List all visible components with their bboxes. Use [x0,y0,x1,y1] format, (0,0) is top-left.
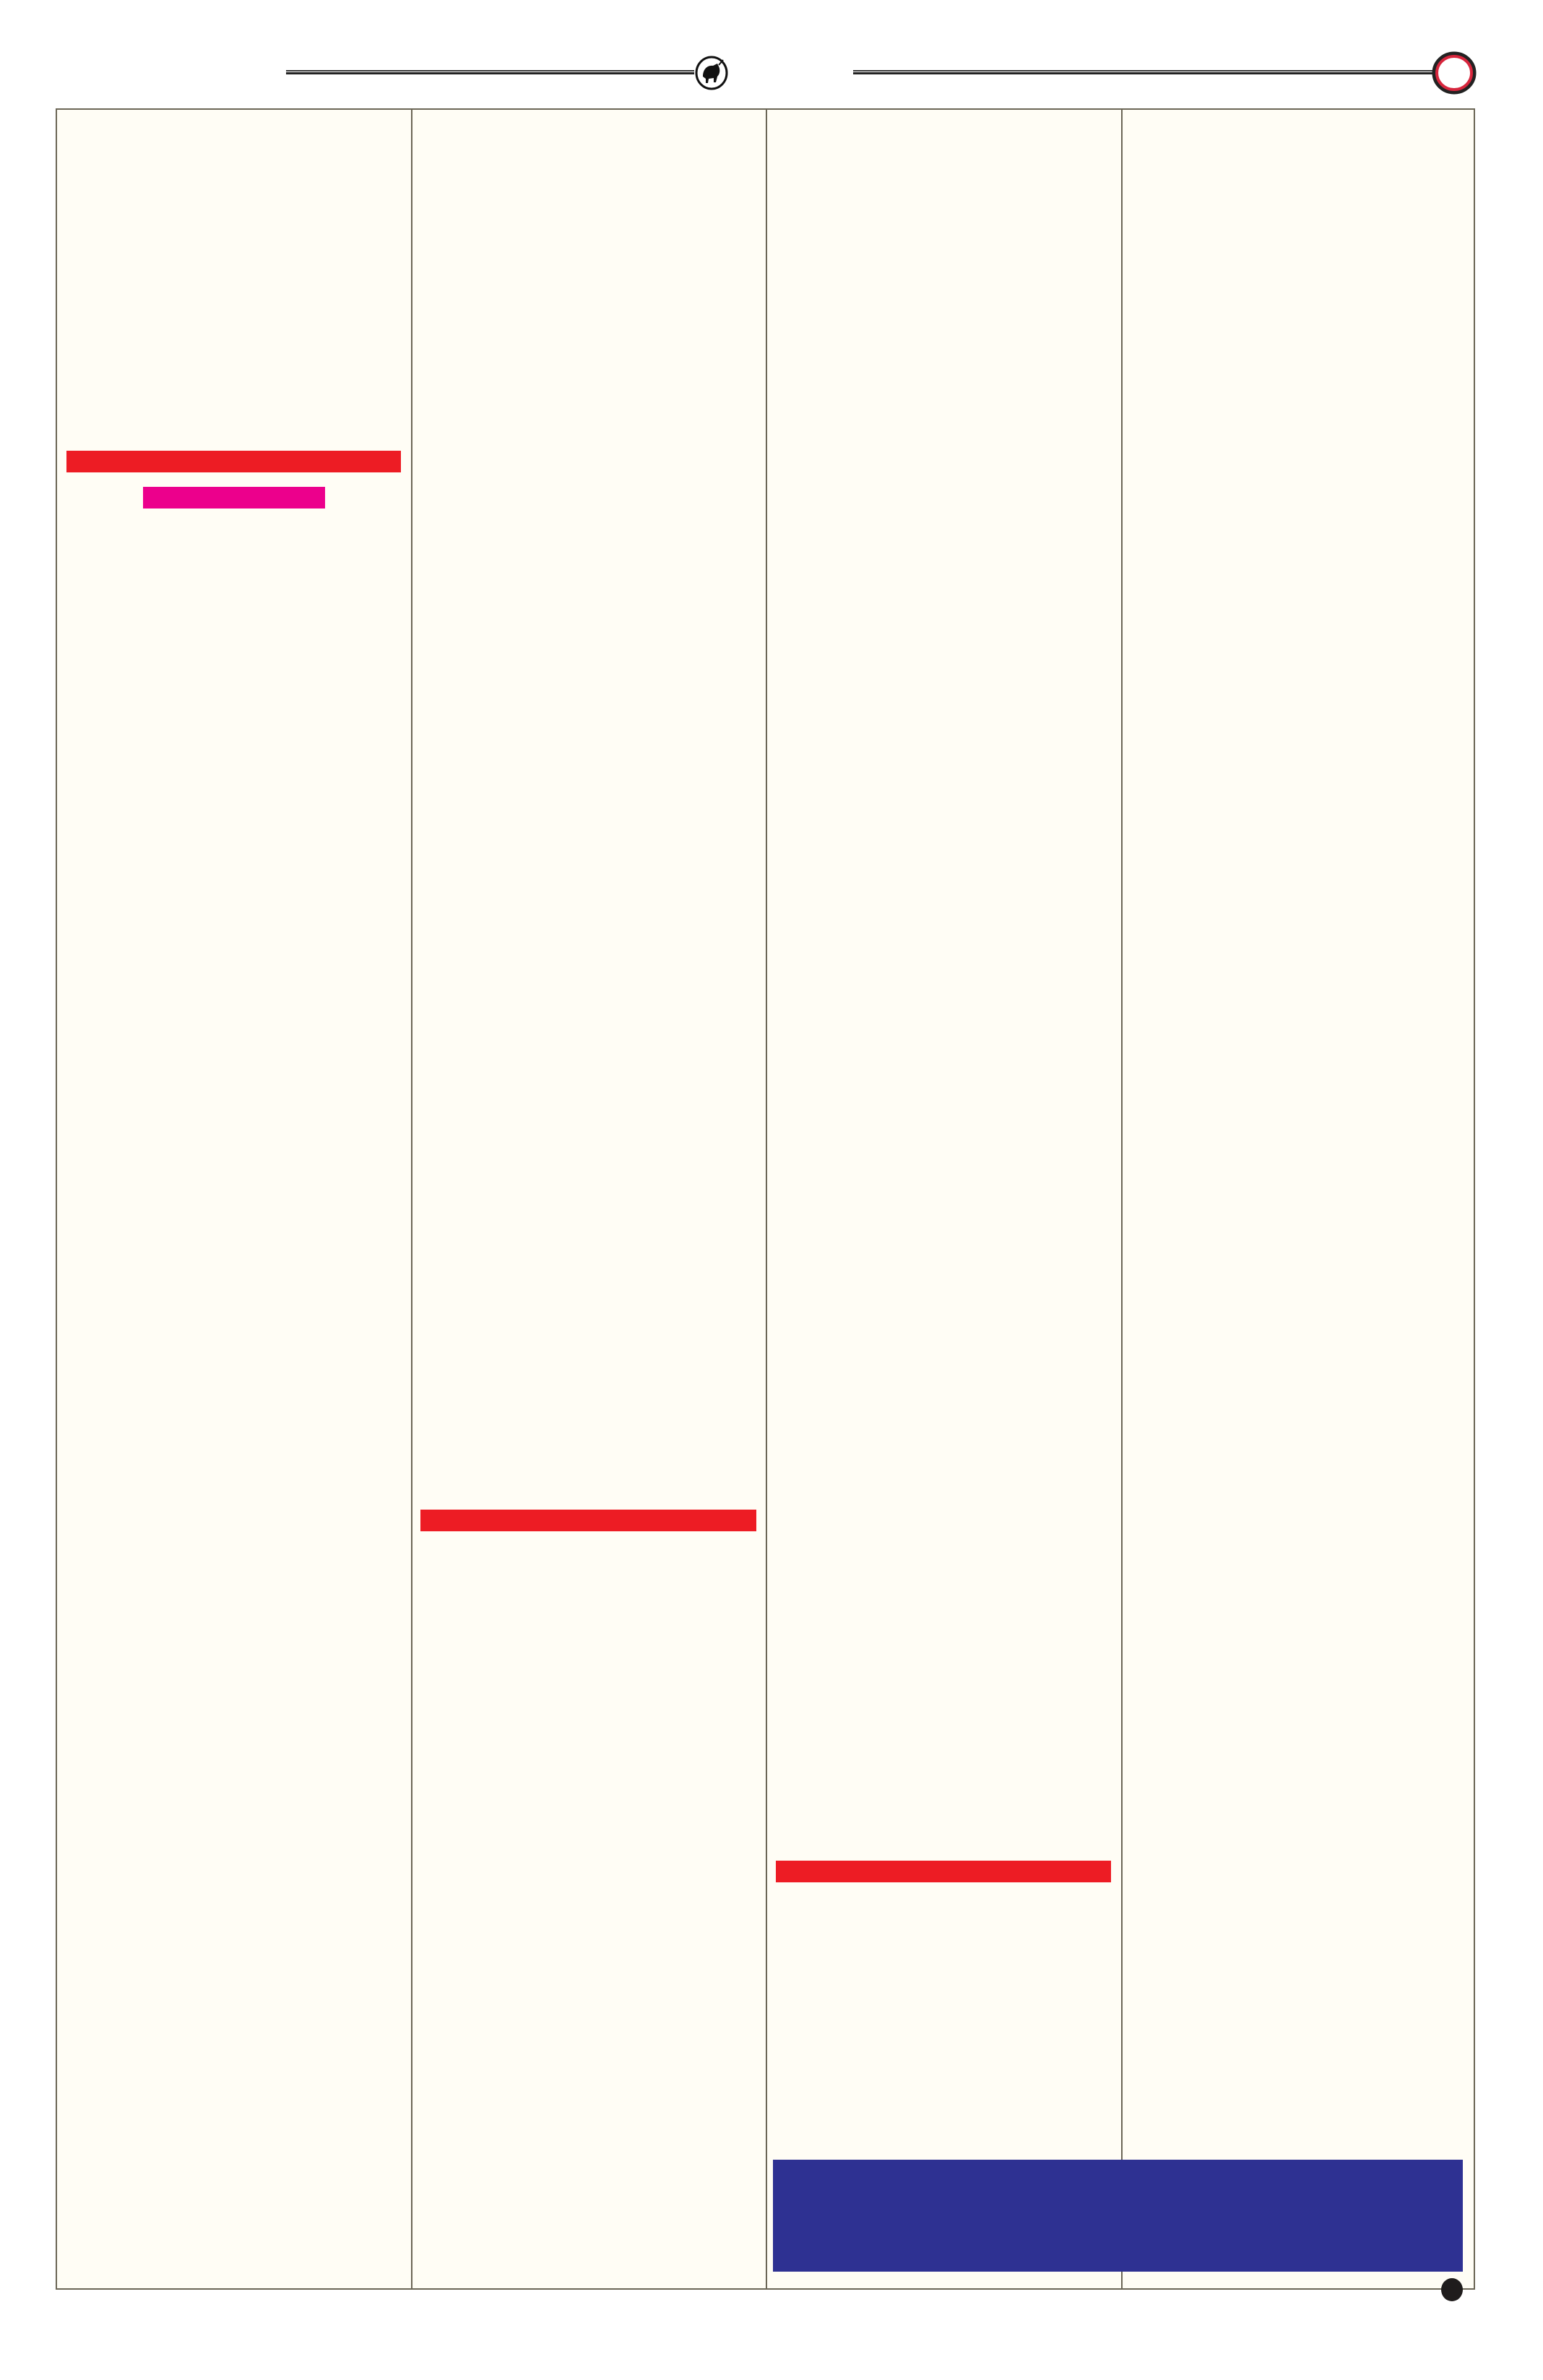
red-ring-icon [1431,51,1477,95]
headline-bar-column-2 [420,1510,756,1531]
column-divider [1121,110,1123,2288]
page-frame [56,108,1475,2290]
black-dot-icon [1441,2278,1463,2301]
feature-box [773,2160,1463,2272]
subhead-bar-column-1 [143,487,325,509]
column-divider [766,110,767,2288]
headline-bar-column-1 [66,451,401,472]
column-divider [411,110,412,2288]
header-rule-right [853,70,1435,74]
bull-emblem-icon [694,55,729,91]
headline-bar-column-3 [776,1861,1111,1882]
header-rule-left [286,70,694,74]
